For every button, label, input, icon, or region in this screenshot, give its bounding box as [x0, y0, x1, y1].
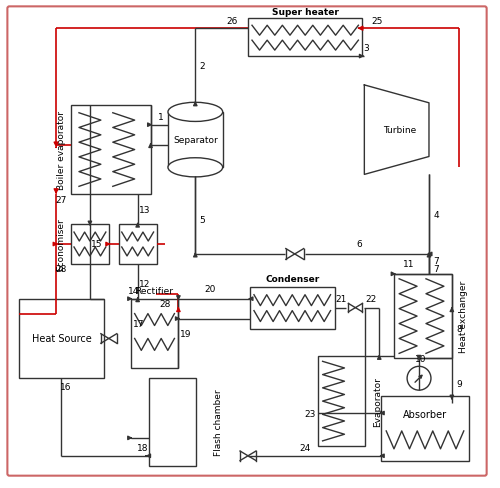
Text: 12: 12: [139, 280, 150, 289]
Bar: [248, 19, 362, 57]
Text: Heat exchanger: Heat exchanger: [460, 281, 468, 352]
Text: 9: 9: [456, 379, 462, 388]
Text: 14: 14: [128, 286, 140, 296]
Text: Super heater: Super heater: [272, 8, 338, 17]
Text: 7: 7: [433, 265, 439, 274]
Text: 24: 24: [299, 444, 310, 452]
Circle shape: [407, 366, 431, 390]
Text: 4: 4: [433, 210, 439, 219]
Ellipse shape: [168, 159, 222, 178]
Text: Evaporator: Evaporator: [373, 376, 382, 426]
Text: 10: 10: [416, 354, 427, 363]
Bar: [71, 224, 109, 264]
Bar: [148, 379, 196, 466]
Text: 7: 7: [433, 257, 439, 266]
Text: 26: 26: [226, 17, 238, 26]
Text: 11: 11: [404, 260, 415, 269]
Bar: [118, 224, 156, 264]
Text: 19: 19: [180, 329, 191, 338]
Text: 13: 13: [139, 205, 150, 214]
Ellipse shape: [168, 103, 222, 122]
Bar: [168, 113, 222, 168]
Text: 20: 20: [204, 285, 216, 294]
Text: Condenser: Condenser: [265, 275, 320, 284]
Text: Economiser: Economiser: [56, 218, 66, 271]
Text: 23: 23: [304, 408, 316, 418]
Text: 3: 3: [364, 43, 369, 53]
Text: 22: 22: [366, 295, 377, 304]
Text: Turbine: Turbine: [384, 126, 416, 135]
Text: Absorber: Absorber: [403, 409, 447, 419]
Text: Heat Source: Heat Source: [32, 334, 92, 344]
Bar: [318, 357, 366, 446]
Bar: [394, 274, 452, 359]
Text: Boiler evaporator: Boiler evaporator: [56, 111, 66, 190]
Bar: [130, 299, 178, 368]
Text: 6: 6: [356, 240, 362, 249]
Text: 15: 15: [91, 240, 102, 249]
Text: Rectifier: Rectifier: [136, 286, 173, 296]
Bar: [20, 299, 104, 379]
Bar: [382, 396, 469, 461]
Text: 17: 17: [133, 319, 144, 328]
Text: Flash chamber: Flash chamber: [214, 389, 222, 455]
Text: Separator: Separator: [173, 136, 218, 145]
Text: 27: 27: [56, 195, 67, 204]
Text: 21: 21: [336, 295, 347, 304]
Text: 28: 28: [160, 300, 171, 308]
Bar: [71, 105, 150, 195]
Text: 2: 2: [200, 61, 205, 70]
Text: 28: 28: [56, 265, 67, 274]
Text: 8: 8: [456, 325, 462, 333]
Bar: [250, 287, 334, 329]
Text: 18: 18: [137, 444, 148, 452]
Text: 1: 1: [158, 113, 164, 122]
Text: 16: 16: [60, 382, 72, 391]
Text: 5: 5: [200, 215, 205, 224]
Text: 25: 25: [372, 17, 383, 26]
